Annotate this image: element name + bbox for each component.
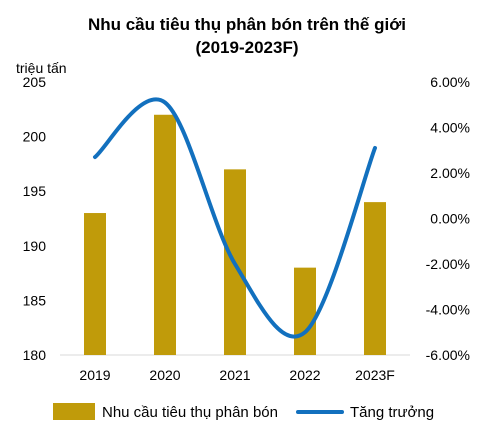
x-tick-label: 2022 bbox=[289, 367, 320, 383]
y-right-tick-label: -2.00% bbox=[426, 256, 470, 272]
x-tick-label: 2021 bbox=[219, 367, 250, 383]
y-left-tick-label: 180 bbox=[23, 347, 47, 363]
chart-subtitle: (2019-2023F) bbox=[195, 38, 299, 57]
x-tick-label: 2020 bbox=[149, 367, 180, 383]
bar bbox=[84, 213, 106, 355]
y-right-tick-label: 4.00% bbox=[430, 120, 470, 136]
y-left-tick-label: 195 bbox=[23, 183, 47, 199]
bar-series bbox=[84, 114, 386, 355]
y-left-tick-label: 190 bbox=[23, 238, 47, 254]
legend-line-label: Tăng trưởng bbox=[350, 404, 434, 421]
y-right-tick-label: -6.00% bbox=[426, 347, 470, 363]
bar bbox=[154, 114, 176, 355]
legend-bar-label: Nhu cầu tiêu thụ phân bón bbox=[102, 404, 278, 421]
y-left-tick-label: 185 bbox=[23, 292, 47, 308]
y-axis-label: triệu tấn bbox=[16, 60, 67, 76]
line-series bbox=[93, 97, 377, 339]
legend-bar-swatch bbox=[53, 403, 95, 420]
y-right-tick-label: -4.00% bbox=[426, 302, 470, 318]
y-left-tick-label: 200 bbox=[23, 129, 47, 145]
y-right-tick-label: 0.00% bbox=[430, 211, 470, 227]
x-tick-label: 2019 bbox=[79, 367, 110, 383]
x-tick-label: 2023F bbox=[355, 367, 395, 383]
chart-title: Nhu cầu tiêu thụ phân bón trên thế giới bbox=[87, 15, 407, 34]
y-right-tick-label: 2.00% bbox=[430, 165, 470, 181]
bar bbox=[364, 202, 386, 355]
y-left-tick-label: 205 bbox=[23, 74, 47, 90]
axes: 180 185 190 195 200 205 -6.00% -4.00% -2.00% 0.00… bbox=[23, 74, 470, 383]
y-right-tick-label: 6.00% bbox=[430, 74, 470, 90]
bar bbox=[294, 267, 316, 355]
legend: Nhu cầu tiêu thụ phân bón Tăng trưởng bbox=[53, 403, 434, 421]
growth-line bbox=[93, 97, 377, 339]
